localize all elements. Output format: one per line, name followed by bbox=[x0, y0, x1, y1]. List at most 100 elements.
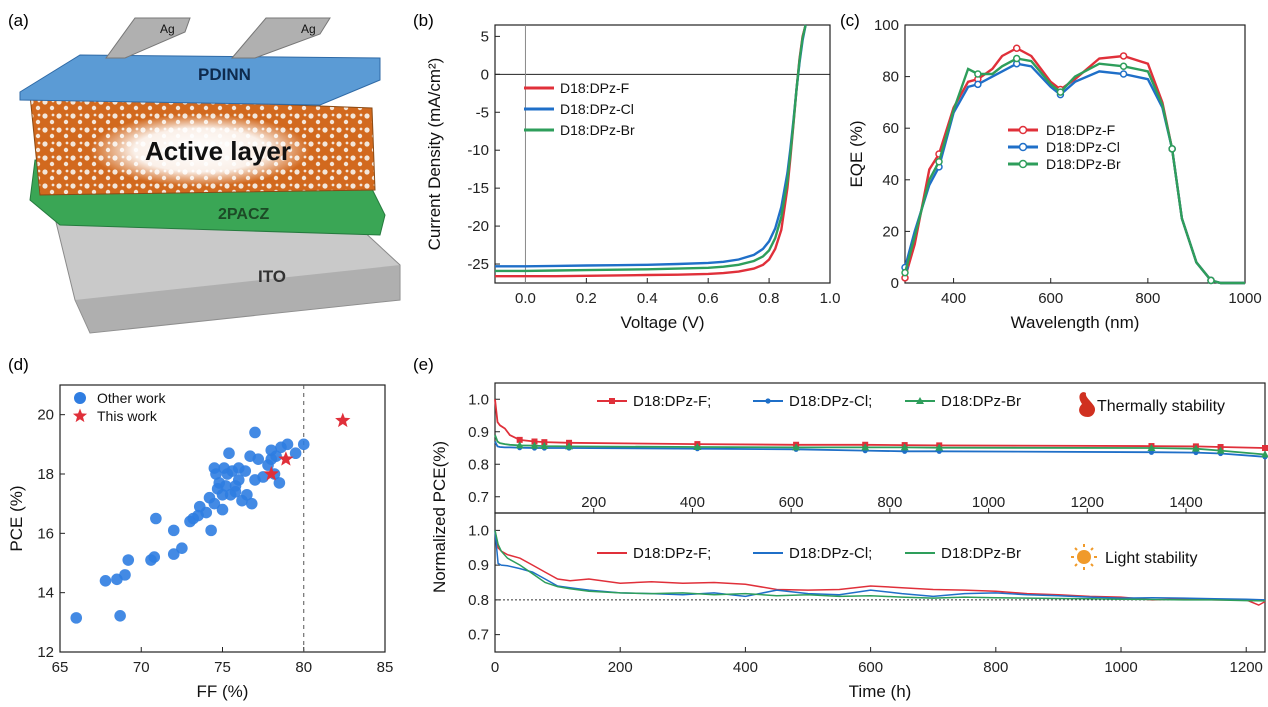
x-tick-label-b: 0.2 bbox=[576, 290, 597, 307]
y-tick-label-b: 0 bbox=[481, 66, 489, 83]
ag-label-2: Ag bbox=[301, 22, 316, 36]
y-tick-label-c: 80 bbox=[882, 69, 899, 86]
y-axis-label-e_bottom: Normalized PCE(%) bbox=[430, 441, 449, 593]
y-axis-label-b: Current Density (mA/cm²) bbox=[425, 58, 444, 251]
series-line-light bbox=[494, 530, 1266, 602]
eqe-marker bbox=[1119, 62, 1128, 71]
scatter-point-this bbox=[263, 466, 279, 481]
x-tick-label-c: 1000 bbox=[1228, 290, 1261, 307]
stability-marker bbox=[515, 441, 524, 449]
y-axis-label-c: EQE (%) bbox=[847, 120, 866, 187]
stability-marker bbox=[861, 443, 870, 451]
series-line-thermal bbox=[494, 434, 1266, 456]
scatter-point-other bbox=[150, 512, 162, 525]
scatter-point-other bbox=[205, 524, 217, 537]
legend-marker bbox=[1018, 142, 1028, 152]
legend-label: D18:DPz-Br bbox=[1046, 156, 1121, 172]
legend-label: Other work bbox=[97, 390, 166, 406]
legend-label: D18:DPz-F bbox=[1046, 122, 1115, 138]
pdinn-label: PDINN bbox=[198, 65, 251, 84]
scatter-point-other bbox=[223, 447, 235, 460]
scatter-point-other bbox=[249, 426, 261, 439]
scatter-point-other bbox=[176, 542, 188, 554]
plot-d: 65 70 75 80 85 12 14 16 18 20 FF (%) PCE (%) Other w… bbox=[7, 384, 393, 701]
scatter-point-other bbox=[241, 488, 253, 501]
legend-label: D18:DPz-F; bbox=[633, 545, 711, 562]
ito-layer-side bbox=[75, 265, 400, 333]
panel-label-a: (a) bbox=[8, 11, 29, 30]
legend-marker bbox=[1018, 159, 1028, 169]
scatter-point-other bbox=[119, 569, 131, 581]
x-tick-label-e_top: 600 bbox=[779, 494, 804, 511]
y-tick-label-c: 0 bbox=[891, 275, 899, 292]
y-tick-label-c: 100 bbox=[874, 17, 899, 34]
y-tick-label-b: -15 bbox=[467, 180, 489, 197]
scatter-point-this bbox=[278, 451, 294, 466]
y-tick-label-c: 60 bbox=[882, 120, 899, 137]
legend-label: D18:DPz-Br bbox=[941, 545, 1021, 562]
stability-marker bbox=[1147, 444, 1156, 451]
y-tick-label-b: -20 bbox=[467, 218, 489, 235]
stability-marker bbox=[693, 443, 702, 451]
scatter-point-other bbox=[114, 610, 126, 622]
x-tick-label-d: 70 bbox=[133, 659, 150, 676]
legend-label: D18:DPz-Br bbox=[941, 393, 1021, 410]
y-tick-label-c: 40 bbox=[882, 172, 899, 189]
legend-marker bbox=[1018, 125, 1028, 135]
plot-e_top: 200 400 600 800 1000 1200 1400 0.7 0.8 0.9 1.0 D18:… bbox=[468, 382, 1268, 514]
htl-label: 2PACZ bbox=[218, 206, 269, 223]
scatter-point-other bbox=[281, 438, 294, 451]
scatter-point-other bbox=[257, 471, 269, 483]
stability-marker bbox=[792, 443, 801, 451]
x-tick-label-e_bottom: 1000 bbox=[1104, 659, 1137, 676]
x-tick-label-e_top: 1000 bbox=[972, 494, 1005, 511]
y-tick-label-d: 20 bbox=[37, 407, 54, 424]
scatter-point-other bbox=[219, 480, 232, 492]
eqe-marker bbox=[974, 80, 982, 89]
x-tick-label-b: 1.0 bbox=[820, 290, 841, 307]
scatter-point-other bbox=[148, 551, 161, 563]
y-tick-label-e_bottom: 1.0 bbox=[468, 522, 489, 539]
x-tick-label-d: 65 bbox=[52, 659, 69, 676]
device-diagram: ITO 2PACZ Active layer PDINN Ag Ag bbox=[19, 17, 401, 334]
x-tick-label-e_top: 200 bbox=[581, 494, 606, 511]
stability-marker bbox=[1216, 446, 1225, 454]
x-tick-label-d: 75 bbox=[214, 659, 231, 676]
eqe-marker bbox=[1119, 70, 1128, 78]
x-tick-label-c: 600 bbox=[1038, 290, 1063, 307]
x-tick-label-e_bottom: 200 bbox=[608, 659, 633, 676]
series-line-light bbox=[494, 530, 1266, 606]
series-line-eqe bbox=[903, 62, 1245, 285]
flame-icon bbox=[1079, 392, 1096, 417]
eqe-marker bbox=[1119, 52, 1128, 60]
legend-label: D18:DPz-Cl bbox=[560, 101, 634, 117]
scatter-point-other bbox=[167, 548, 180, 560]
active-glow bbox=[90, 114, 310, 186]
plot-frame-c bbox=[904, 24, 1246, 284]
scatter-point-other bbox=[167, 524, 180, 537]
x-tick-label-e_bottom: 1200 bbox=[1230, 659, 1263, 676]
stability-marker bbox=[935, 443, 944, 451]
scatter-point-other bbox=[239, 465, 252, 477]
scatter-point-other bbox=[216, 503, 229, 516]
stability-marker bbox=[530, 441, 539, 449]
x-tick-label-e_bottom: 0 bbox=[491, 659, 499, 676]
scatter-point-other bbox=[229, 486, 242, 498]
legend-label: D18:DPz-F bbox=[560, 80, 629, 96]
y-tick-label-d: 16 bbox=[37, 525, 54, 542]
scatter-point-other bbox=[216, 488, 229, 501]
scatter-point-other bbox=[122, 554, 135, 566]
x-tick-label-e_top: 400 bbox=[680, 494, 705, 511]
scatter-point-this bbox=[335, 412, 351, 428]
series-line-jv bbox=[495, 24, 807, 273]
x-tick-label-e_bottom: 600 bbox=[858, 659, 883, 676]
stability-marker bbox=[609, 398, 615, 404]
plot-frame-d bbox=[59, 384, 386, 653]
y-tick-label-e_bottom: 0.8 bbox=[468, 592, 489, 609]
panel-label-d: (d) bbox=[8, 355, 29, 374]
y-tick-label-e_top: 1.0 bbox=[468, 391, 489, 408]
eqe-marker bbox=[1056, 88, 1065, 96]
legend-marker bbox=[74, 392, 86, 404]
stability-marker bbox=[1261, 450, 1268, 458]
legend-label: D18:DPz-Cl; bbox=[789, 545, 872, 562]
